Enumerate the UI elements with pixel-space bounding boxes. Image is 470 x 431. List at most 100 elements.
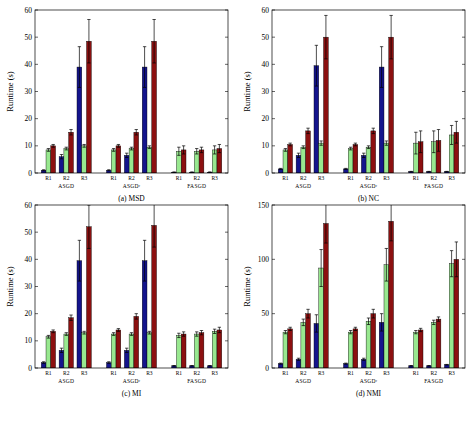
y-tick-label: 10	[25, 141, 33, 150]
bar	[51, 146, 56, 173]
error-bar	[47, 149, 50, 152]
y-tick	[272, 118, 465, 119]
bar	[306, 131, 311, 173]
bars	[41, 205, 221, 368]
bar	[176, 335, 181, 368]
error-bar	[324, 205, 327, 243]
y-tick-label: 60	[25, 6, 33, 15]
error-bar	[195, 332, 198, 336]
group-label: FASGD	[187, 183, 206, 189]
error-bar	[213, 146, 216, 154]
bar	[46, 337, 51, 368]
error-bar	[306, 128, 309, 133]
error-bar	[78, 47, 81, 88]
title: (b) NC	[358, 194, 379, 203]
error-bar	[367, 146, 370, 149]
x-tick-label: R3	[383, 175, 390, 181]
x-tick-label: R3	[146, 370, 153, 376]
bars	[278, 15, 458, 173]
y-axis-label: Runtime (s)	[242, 71, 252, 112]
y-tick	[272, 368, 465, 369]
y-tick	[272, 173, 465, 174]
bar	[82, 333, 87, 368]
bar	[371, 131, 376, 173]
error-bar	[130, 147, 133, 150]
y-tick	[35, 118, 228, 119]
x-tick-label: R3	[211, 175, 218, 181]
bar	[124, 155, 129, 173]
error-bar	[419, 131, 422, 153]
bar	[217, 330, 222, 368]
bar	[129, 149, 134, 173]
error-bar	[182, 332, 185, 336]
y-tick-label: 10	[25, 336, 33, 345]
x-tick-label: R1	[45, 175, 52, 181]
error-bar	[279, 168, 282, 169]
frame	[35, 205, 228, 368]
error-bar	[172, 365, 175, 367]
bar	[134, 132, 139, 173]
error-bar	[148, 331, 151, 334]
y-tick	[272, 259, 465, 260]
bar	[324, 223, 329, 368]
plot-area	[272, 205, 465, 368]
error-bar	[87, 205, 90, 248]
error-bar	[344, 363, 347, 364]
bar	[116, 330, 121, 368]
error-bar	[409, 365, 412, 367]
bar	[278, 364, 283, 368]
error-bar	[177, 333, 180, 337]
y-tick-label: 0	[265, 169, 269, 178]
x-tick-label: R2	[194, 370, 201, 376]
bar	[361, 155, 366, 173]
x-tick-label: R2	[128, 175, 135, 181]
title: (d) NMI	[356, 389, 382, 398]
y-tick	[35, 368, 228, 369]
error-bar	[284, 149, 287, 152]
error-bar	[213, 329, 216, 333]
bar	[69, 318, 74, 368]
x-tick-label: R3	[448, 175, 455, 181]
group-label: ASGDʳ	[123, 183, 141, 189]
y-tick	[272, 145, 465, 146]
error-bar	[419, 328, 422, 331]
title: (c) MI	[122, 389, 142, 398]
error-bar	[445, 171, 448, 173]
bars	[278, 205, 458, 368]
error-bar	[455, 242, 458, 277]
x-tick-label: R3	[81, 175, 88, 181]
error-bar	[42, 362, 45, 364]
error-bar	[177, 147, 180, 155]
error-bar	[389, 205, 392, 241]
y-tick-label: 50	[25, 33, 33, 42]
error-bar	[152, 205, 155, 247]
error-bar	[190, 365, 193, 367]
error-bar	[52, 330, 55, 333]
bar	[283, 332, 288, 368]
bar	[449, 264, 454, 368]
error-bar	[367, 318, 370, 325]
y-tick	[272, 313, 465, 314]
bar	[199, 150, 204, 173]
x-tick-label: R1	[282, 175, 289, 181]
error-bar	[354, 143, 357, 146]
error-bar	[372, 309, 375, 318]
bar	[418, 330, 423, 368]
y-tick	[35, 173, 228, 174]
panel: 0102030405060R1R2R3R1R2R3R1R2R3ASGDASGDʳ…	[5, 6, 228, 204]
y-tick-label: 0	[28, 169, 32, 178]
error-bar	[284, 331, 287, 334]
bar	[384, 143, 389, 173]
error-bar	[65, 147, 68, 150]
panel: 0102030405060R1R2R3R1R2R3R1R2R3ASGDASGDʳ…	[5, 201, 228, 399]
bar	[353, 329, 358, 368]
error-bar	[385, 248, 388, 281]
y-tick-label: 100	[258, 255, 270, 264]
bar	[64, 149, 69, 173]
y-tick	[35, 205, 228, 206]
panel: 050100150R1R2R3R1R2R3R1R2R3ASGDASGDʳFASG…	[242, 201, 465, 399]
bar	[69, 132, 74, 173]
bar	[366, 321, 371, 368]
x-tick-label: R2	[128, 370, 135, 376]
error-bar	[315, 45, 318, 86]
